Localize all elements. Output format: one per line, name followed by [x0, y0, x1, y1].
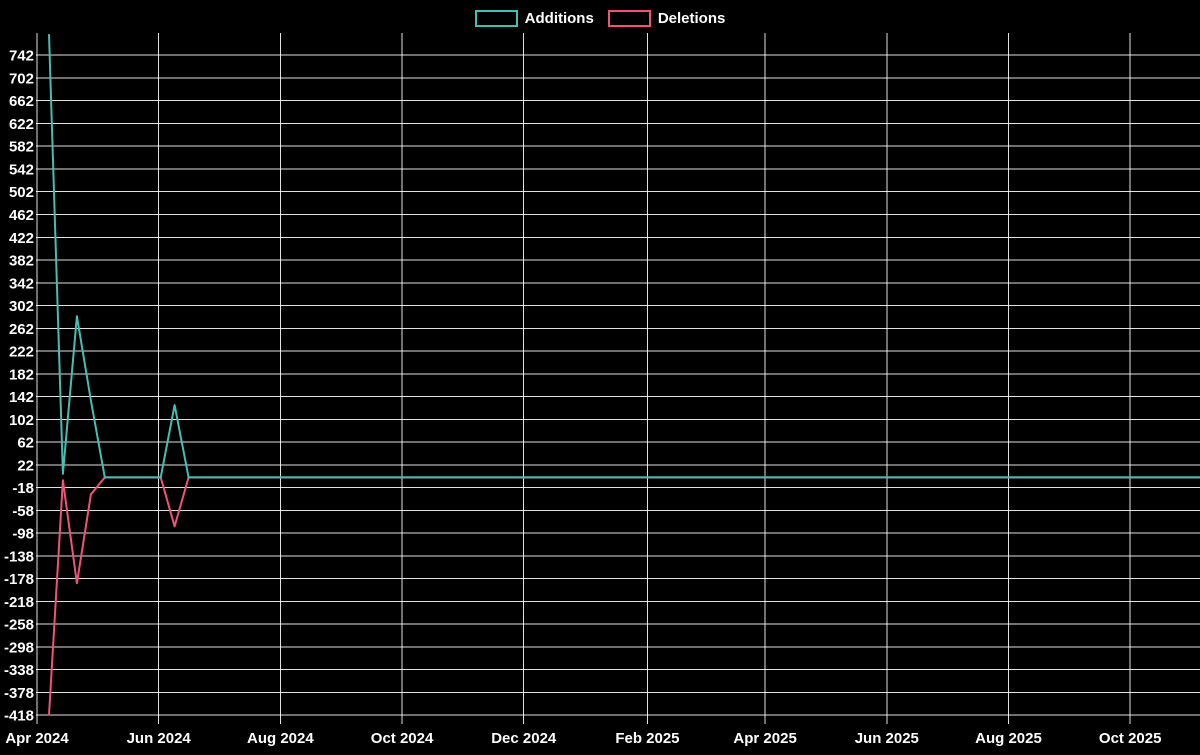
additions-line: [48, 34, 1200, 479]
legend-item-additions[interactable]: Additions: [474, 9, 594, 27]
y-tick-label: 182: [9, 366, 34, 383]
x-tick-label: Aug 2024: [247, 730, 314, 747]
y-tick-label: -338: [4, 662, 34, 679]
legend-item-deletions[interactable]: Deletions: [607, 9, 726, 27]
legend-label-additions: Additions: [524, 9, 594, 27]
chart-legend: Additions Deletions: [0, 6, 1200, 30]
x-tick-label: Dec 2024: [491, 730, 557, 747]
y-tick-label: 742: [9, 48, 34, 65]
y-tick-label: -98: [12, 526, 34, 543]
legend-label-deletions: Deletions: [657, 9, 726, 27]
y-tick-label: 502: [9, 184, 34, 201]
x-tick-label: Jun 2025: [855, 730, 919, 747]
x-tick-label: Oct 2024: [371, 730, 434, 747]
additions-swatch-icon: [474, 9, 518, 27]
y-tick-label: 22: [17, 457, 34, 474]
y-tick-label: 542: [9, 161, 34, 178]
y-tick-label: -218: [4, 594, 34, 611]
y-tick-label: -58: [12, 503, 34, 520]
y-tick-label: 622: [9, 116, 34, 133]
y-tick-label: 422: [9, 230, 34, 247]
y-tick-label: 302: [9, 298, 34, 315]
y-tick-label: 582: [9, 139, 34, 156]
y-tick-label: 102: [9, 412, 34, 429]
y-tick-label: 142: [9, 389, 34, 406]
y-tick-label: -258: [4, 617, 34, 634]
y-tick-label: -18: [12, 480, 34, 497]
y-tick-label: -378: [4, 685, 34, 702]
y-tick-label: 262: [9, 321, 34, 338]
y-tick-label: -298: [4, 639, 34, 656]
y-tick-label: 382: [9, 253, 34, 270]
x-tick-label: Feb 2025: [615, 730, 679, 747]
x-tick-label: Oct 2025: [1099, 730, 1162, 747]
x-tick-label: Apr 2024: [5, 730, 69, 747]
deletions-line: [48, 476, 1200, 716]
x-tick-label: Jun 2024: [127, 730, 192, 747]
x-tick-label: Aug 2025: [975, 730, 1042, 747]
y-tick-label: -178: [4, 571, 34, 588]
y-tick-label: 462: [9, 207, 34, 224]
x-tick-label: Apr 2025: [733, 730, 796, 747]
y-tick-label: 662: [9, 93, 34, 110]
y-tick-label: -138: [4, 548, 34, 565]
y-tick-label: 342: [9, 275, 34, 292]
y-tick-label: 702: [9, 70, 34, 87]
y-tick-label: -418: [4, 708, 34, 725]
deletions-swatch-icon: [607, 9, 651, 27]
y-tick-label: 62: [17, 435, 34, 452]
y-tick-label: 222: [9, 344, 34, 361]
